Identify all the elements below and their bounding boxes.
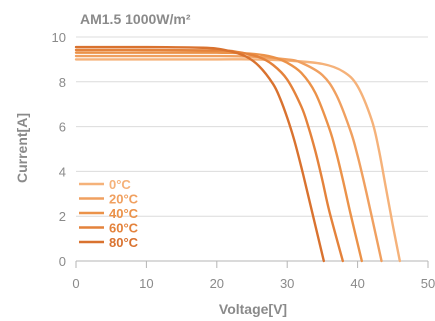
y-tick-label: 10 (52, 30, 66, 45)
y-tick-label: 8 (59, 75, 66, 90)
legend-label-4: 80°C (109, 235, 139, 250)
legend-label-1: 20°C (109, 192, 139, 207)
y-tick-label: 4 (59, 164, 66, 179)
x-tick-label: 10 (139, 276, 153, 291)
y-tick-label: 6 (59, 120, 66, 135)
series-lines (74, 45, 402, 263)
axes: 0 2 4 6 8 10 0 10 20 30 40 50 (52, 30, 435, 291)
series-line-1 (74, 54, 383, 263)
series-line-3 (74, 48, 345, 263)
legend-label-3: 60°C (109, 221, 139, 236)
series-line-4 (74, 45, 326, 263)
y-tick-label: 0 (59, 254, 66, 269)
x-tick-label: 30 (280, 276, 294, 291)
legend-label-0: 0°C (109, 177, 131, 192)
x-tick-label: 0 (72, 276, 79, 291)
x-tick-label: 50 (421, 276, 435, 291)
x-axis-label: Voltage[V] (219, 301, 287, 317)
y-axis-label: Current[A] (14, 113, 30, 183)
grid-lines (76, 36, 428, 217)
series-line-2 (74, 51, 364, 263)
x-tick-label: 40 (350, 276, 364, 291)
chart-title: AM1.5 1000W/m² (80, 11, 191, 27)
series-line-0 (74, 58, 402, 263)
x-tick-label: 20 (210, 276, 224, 291)
y-tick-label: 2 (59, 209, 66, 224)
legend-label-2: 40°C (109, 206, 139, 221)
legend: 0°C20°C40°C60°C80°C (79, 177, 139, 250)
